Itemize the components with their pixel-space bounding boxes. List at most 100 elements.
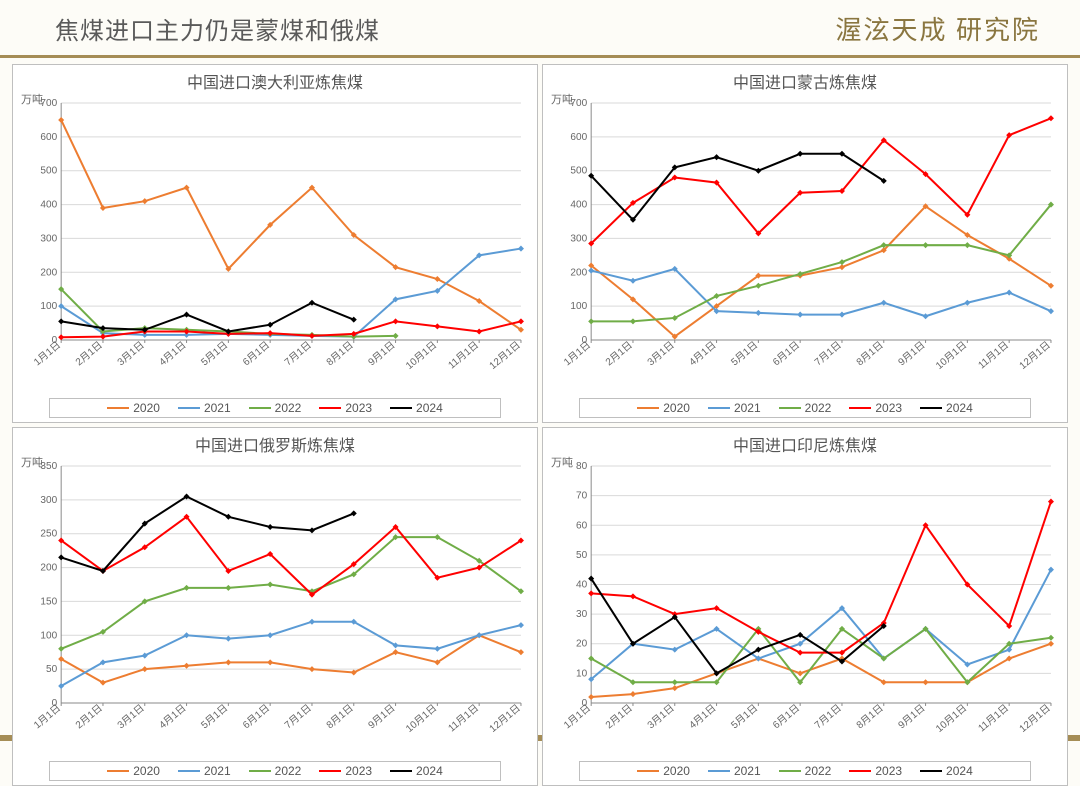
legend-label: 2022 (805, 764, 832, 778)
legend-label: 2020 (133, 401, 160, 415)
svg-text:7月1日: 7月1日 (812, 339, 844, 368)
svg-text:6月1日: 6月1日 (770, 339, 802, 368)
svg-text:1月1日: 1月1日 (31, 339, 63, 368)
svg-text:5月1日: 5月1日 (199, 339, 231, 368)
legend-label: 2022 (275, 401, 302, 415)
legend-label: 2022 (805, 401, 832, 415)
svg-text:6月1日: 6月1日 (770, 702, 802, 731)
svg-text:300: 300 (40, 233, 57, 244)
legend-item-2023: 2023 (319, 401, 372, 415)
chart-plot: 0501001502002503003501月1日2月1日3月1日4月1日5月1… (19, 458, 531, 759)
legend-label: 2020 (663, 764, 690, 778)
svg-text:20: 20 (576, 639, 588, 650)
svg-text:10月1日: 10月1日 (933, 339, 969, 372)
svg-text:700: 700 (40, 98, 57, 109)
svg-text:4月1日: 4月1日 (157, 339, 189, 368)
svg-text:200: 200 (40, 563, 57, 574)
svg-text:9月1日: 9月1日 (896, 339, 928, 368)
svg-text:9月1日: 9月1日 (896, 702, 928, 731)
svg-text:3月1日: 3月1日 (645, 702, 677, 731)
svg-text:700: 700 (570, 98, 587, 109)
svg-text:8月1日: 8月1日 (854, 339, 886, 368)
legend-item-2021: 2021 (178, 764, 231, 778)
svg-text:200: 200 (570, 267, 587, 278)
legend-item-2022: 2022 (779, 401, 832, 415)
svg-text:10月1日: 10月1日 (403, 702, 439, 735)
legend-item-2024: 2024 (390, 401, 443, 415)
chart-panel-indonesia: 中国进口印尼炼焦煤 万吨 010203040506070801月1日2月1日3月… (542, 427, 1068, 786)
svg-text:4月1日: 4月1日 (157, 702, 189, 731)
svg-text:9月1日: 9月1日 (366, 702, 398, 731)
svg-text:9月1日: 9月1日 (366, 339, 398, 368)
svg-text:1月1日: 1月1日 (31, 702, 63, 731)
legend: 2020 2021 2022 2023 2024 (49, 761, 501, 781)
svg-text:11月1日: 11月1日 (446, 339, 481, 371)
legend: 2020 2021 2022 2023 2024 (579, 761, 1031, 781)
legend-item-2020: 2020 (107, 401, 160, 415)
legend-label: 2022 (275, 764, 302, 778)
legend-item-2024: 2024 (920, 401, 973, 415)
svg-text:1月1日: 1月1日 (561, 702, 593, 731)
y-axis-unit: 万吨 (21, 454, 43, 470)
chart-plot: 01002003004005006007001月1日2月1日3月1日4月1日5月… (549, 95, 1061, 396)
legend-item-2023: 2023 (849, 401, 902, 415)
svg-text:12月1日: 12月1日 (487, 339, 523, 372)
svg-text:500: 500 (40, 166, 57, 177)
top-divider (0, 55, 1080, 58)
svg-text:7月1日: 7月1日 (812, 702, 844, 731)
brand-logo: 渥泫天成 研究院 (835, 10, 1040, 47)
svg-text:7月1日: 7月1日 (282, 702, 314, 731)
svg-text:2月1日: 2月1日 (73, 702, 105, 731)
legend-item-2022: 2022 (249, 764, 302, 778)
legend-item-2024: 2024 (390, 764, 443, 778)
svg-text:8月1日: 8月1日 (854, 702, 886, 731)
svg-text:500: 500 (570, 166, 587, 177)
chart-plot: 01002003004005006007001月1日2月1日3月1日4月1日5月… (19, 95, 531, 396)
legend-label: 2021 (204, 401, 231, 415)
legend-item-2021: 2021 (178, 401, 231, 415)
page-title: 焦煤进口主力仍是蒙煤和俄煤 (55, 11, 380, 46)
svg-text:2月1日: 2月1日 (603, 702, 635, 731)
chart-plot: 010203040506070801月1日2月1日3月1日4月1日5月1日6月1… (549, 458, 1061, 759)
chart-panel-russia: 中国进口俄罗斯炼焦煤 万吨 0501001502002503003501月1日2… (12, 427, 538, 786)
svg-text:600: 600 (570, 132, 587, 143)
legend-label: 2020 (663, 401, 690, 415)
y-axis-unit: 万吨 (551, 91, 573, 107)
legend-label: 2024 (946, 764, 973, 778)
svg-text:8月1日: 8月1日 (324, 702, 356, 731)
svg-text:350: 350 (40, 461, 57, 472)
svg-text:5月1日: 5月1日 (729, 339, 761, 368)
legend-label: 2023 (875, 764, 902, 778)
svg-text:70: 70 (576, 491, 588, 502)
legend-label: 2023 (345, 764, 372, 778)
chart-panel-mongolia: 中国进口蒙古炼焦煤 万吨 01002003004005006007001月1日2… (542, 64, 1068, 423)
svg-text:100: 100 (40, 301, 57, 312)
svg-text:11月1日: 11月1日 (446, 702, 481, 734)
svg-text:300: 300 (40, 495, 57, 506)
chart-title: 中国进口印尼炼焦煤 (549, 432, 1061, 456)
svg-text:2月1日: 2月1日 (73, 339, 105, 368)
chart-title: 中国进口蒙古炼焦煤 (549, 69, 1061, 93)
svg-text:50: 50 (46, 664, 58, 675)
legend-item-2022: 2022 (249, 401, 302, 415)
svg-text:100: 100 (570, 301, 587, 312)
y-axis-unit: 万吨 (551, 454, 573, 470)
legend-item-2021: 2021 (708, 401, 761, 415)
svg-text:8月1日: 8月1日 (324, 339, 356, 368)
legend: 2020 2021 2022 2023 2024 (579, 398, 1031, 418)
legend-label: 2024 (416, 401, 443, 415)
svg-text:400: 400 (570, 200, 587, 211)
legend-label: 2024 (946, 401, 973, 415)
svg-text:300: 300 (570, 233, 587, 244)
svg-text:100: 100 (40, 630, 57, 641)
chart-title: 中国进口俄罗斯炼焦煤 (19, 432, 531, 456)
svg-text:5月1日: 5月1日 (199, 702, 231, 731)
chart-grid: 中国进口澳大利亚炼焦煤 万吨 01002003004005006007001月1… (0, 64, 1080, 704)
svg-text:3月1日: 3月1日 (115, 702, 147, 731)
y-axis-unit: 万吨 (21, 91, 43, 107)
svg-text:250: 250 (40, 529, 57, 540)
svg-text:10: 10 (576, 669, 588, 680)
legend-item-2021: 2021 (708, 764, 761, 778)
svg-text:40: 40 (576, 580, 588, 591)
legend-item-2022: 2022 (779, 764, 832, 778)
